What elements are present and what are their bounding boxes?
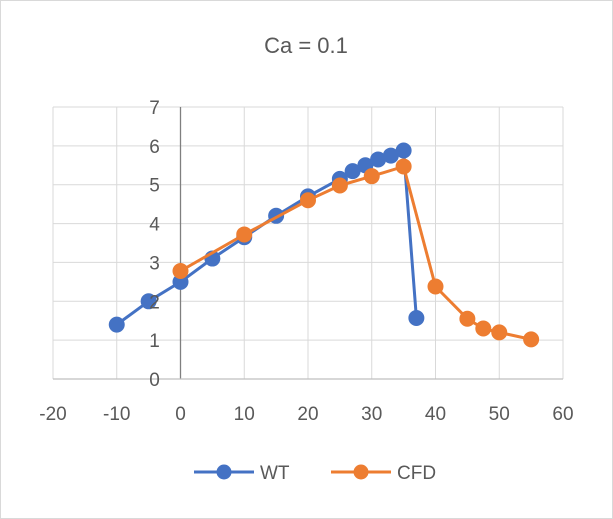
y-tick-label: 1 <box>149 331 160 352</box>
data-point-cfd <box>363 168 380 185</box>
y-tick-label: 6 <box>149 137 160 158</box>
chart-title: Ca = 0.1 <box>264 33 348 58</box>
x-tick-label: 0 <box>175 404 186 425</box>
legend-label-cfd: CFD <box>397 463 436 484</box>
data-point-cfd <box>331 177 348 194</box>
y-tick-label: 3 <box>149 253 160 274</box>
legend-marker-cfd <box>353 464 369 480</box>
data-point-wt <box>395 142 412 159</box>
data-point-wt <box>408 309 425 326</box>
tick-labels: -20 -10 0 10 20 30 40 50 60 0 1 2 3 4 5 6 7 <box>39 98 573 425</box>
series-wt <box>108 142 425 333</box>
data-point-cfd <box>523 331 540 348</box>
legend-marker-wt <box>216 464 232 480</box>
x-tick-label: 30 <box>361 404 382 425</box>
x-tick-label: -10 <box>103 404 130 425</box>
x-tick-label: 10 <box>234 404 255 425</box>
series-line-cfd <box>179 165 532 341</box>
x-tick-label: 40 <box>425 404 446 425</box>
x-tick-label: 20 <box>297 404 318 425</box>
series-layer <box>108 142 540 348</box>
legend-item-wt: WT <box>194 463 290 484</box>
series-cfd <box>172 158 540 348</box>
gridlines <box>52 106 564 380</box>
data-point-cfd <box>475 320 492 337</box>
x-tick-label: -20 <box>39 404 66 425</box>
y-tick-label: 5 <box>149 176 160 197</box>
y-tick-label: 2 <box>149 292 160 313</box>
data-point-cfd <box>236 226 253 243</box>
x-tick-label: 60 <box>552 404 573 425</box>
axes <box>53 107 563 380</box>
legend-item-cfd: CFD <box>331 463 436 484</box>
y-tick-label: 0 <box>149 370 160 391</box>
data-point-cfd <box>459 310 476 327</box>
legend-label-wt: WT <box>260 463 290 484</box>
y-tick-label: 4 <box>149 215 160 236</box>
data-point-cfd <box>395 158 412 175</box>
data-point-wt <box>108 316 125 333</box>
data-point-cfd <box>427 278 444 295</box>
data-point-cfd <box>172 262 189 279</box>
y-tick-label: 7 <box>149 98 160 119</box>
data-point-cfd <box>491 324 508 341</box>
data-point-wt <box>140 293 157 310</box>
data-point-cfd <box>300 192 316 209</box>
legend: WT CFD <box>194 463 436 484</box>
x-tick-label: 50 <box>489 404 510 425</box>
